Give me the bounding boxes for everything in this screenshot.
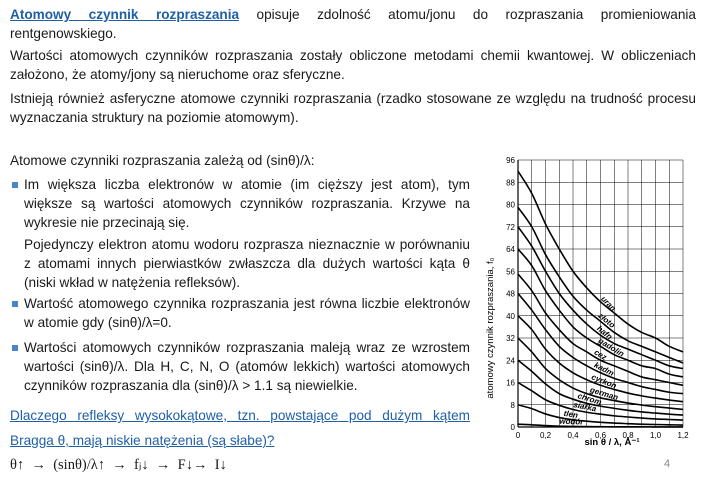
y-tick-label: 40	[506, 312, 515, 321]
dependency-heading: Atomowe czynniki rozpraszania zależą od …	[10, 153, 315, 168]
hydrogen-subparagraph: Pojedynczy elektron atomu wodoru rozpras…	[24, 237, 470, 290]
curve-tlen	[517, 403, 684, 426]
curve-siarka	[517, 381, 684, 421]
y-tick-label: 32	[506, 334, 515, 343]
y-tick-label: 96	[506, 156, 515, 165]
scattering-factor-chart: 0 8 16 24 32 40 48 56 64 72 80 88 96 0 0,2 0,4 0,6 0,8 1,0…	[485, 156, 689, 448]
term-link[interactable]: Atomowy czynnik rozpraszania	[10, 7, 240, 22]
chart-ticks: 0 8 16 24 32 40 48 56 64 72 80 88 96 0 0,2 0,4 0,6 0,8 1,0…	[506, 156, 689, 440]
curve-cez	[517, 273, 684, 387]
quantum-chemistry-paragraph: Wartości atomowych czynników rozpraszani…	[10, 48, 696, 82]
aspherical-paragraph: Istnieją również asferyczne atomowe czyn…	[10, 91, 696, 125]
y-tick-label: 48	[506, 290, 515, 299]
question-line-2[interactable]: Bragga θ, mają niskie natężenia (są słab…	[10, 433, 275, 448]
bullet-marker	[12, 182, 18, 188]
x-tick-label: 0,4	[567, 431, 579, 440]
bullet-marker	[12, 301, 18, 307]
curve-german	[517, 337, 684, 411]
y-tick-label: 16	[506, 379, 515, 388]
chart-curves	[517, 170, 684, 428]
x-axis-label: sin θ / λ, Å⁻¹	[584, 437, 639, 448]
curve-cyrkon	[517, 315, 684, 403]
y-tick-label: 80	[506, 201, 515, 210]
x-tick-label: 0,6	[595, 431, 607, 440]
y-tick-label: 8	[511, 401, 516, 410]
curve-uran	[517, 170, 684, 353]
curve-label: wodór	[559, 417, 584, 427]
curve-hafn	[517, 226, 684, 370]
x-tick-label: 1,2	[677, 431, 689, 440]
curve-wodór	[517, 423, 683, 428]
curve-gadolin	[517, 248, 684, 378]
bullet-marker	[12, 345, 18, 351]
curve-kadm	[517, 292, 684, 395]
bullet-3-text: Wartości atomowych czynników rozpraszani…	[24, 340, 470, 393]
bullet-1-text: Im większa liczba elektronów w atomie (i…	[24, 177, 470, 230]
intro-paragraph: Atomowy czynnik rozpraszania opisuje zdo…	[10, 5, 696, 43]
bullet-2-text: Wartość atomowego czynnika rozpraszania …	[24, 296, 470, 330]
y-tick-label: 88	[506, 178, 515, 187]
y-axis-label: atomowy czynnik rozpraszania, f₀	[485, 257, 496, 398]
curve-label: tlen	[563, 409, 579, 420]
y-tick-label: 24	[506, 356, 515, 365]
page-number: 4	[664, 458, 671, 470]
y-tick-label: 72	[506, 223, 515, 232]
y-tick-label: 64	[506, 245, 515, 254]
x-tick-label: 0,2	[540, 431, 552, 440]
intro-text: opisuje zdolność atomu/jonu do rozprasza…	[10, 7, 696, 41]
y-tick-label: 56	[506, 267, 515, 276]
x-tick-label: 0	[516, 431, 521, 440]
x-tick-label: 1,0	[650, 431, 662, 440]
curve-złoto	[517, 206, 684, 364]
question-line-1[interactable]: Dlaczego refleksy wysokokątowe, tzn. pow…	[10, 408, 470, 423]
x-tick-label: 0,8	[622, 431, 634, 440]
y-tick-label: 0	[511, 423, 516, 432]
bragg-formula: θ↑ → (sinθ)/λ↑ → fⱼ↓ → F↓→ I↓	[10, 457, 227, 473]
curve-chrom	[517, 359, 684, 416]
